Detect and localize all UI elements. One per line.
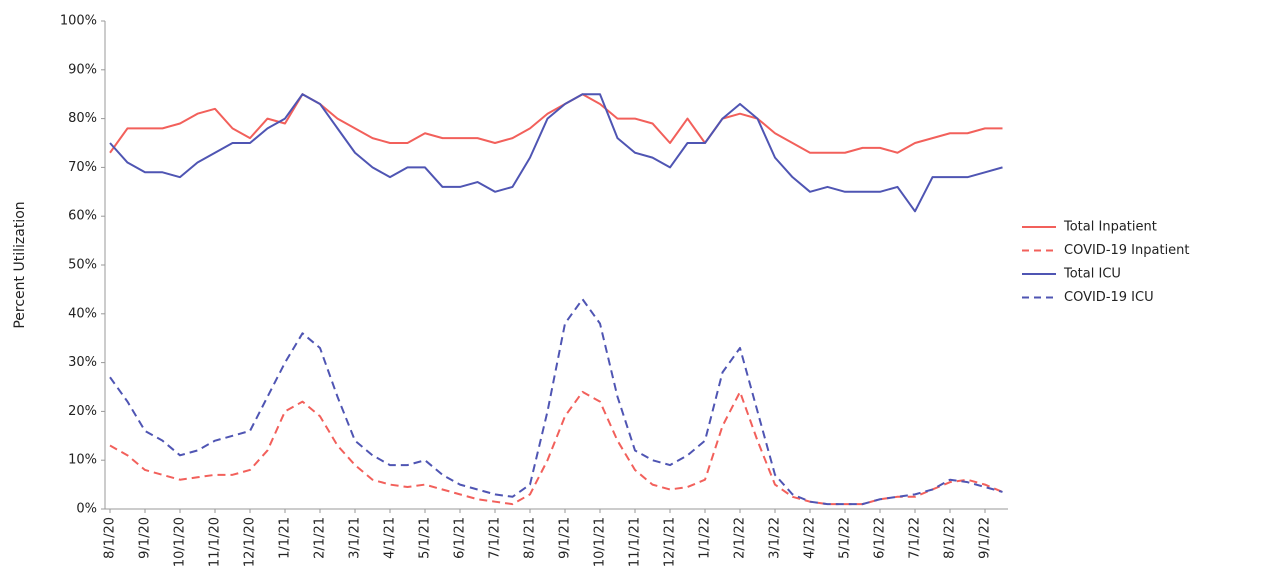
x-tick-label: 3/1/22: [768, 517, 783, 559]
y-tick-label: 60%: [68, 209, 97, 224]
x-tick-label: 7/1/22: [908, 517, 923, 559]
x-tick-label: 4/1/22: [803, 517, 818, 559]
x-tick-label: 7/1/21: [488, 517, 503, 559]
legend-label: COVID-19 Inpatient: [1064, 243, 1190, 258]
x-tick-label: 8/1/21: [523, 517, 538, 559]
legend-label: Total Inpatient: [1063, 220, 1157, 235]
x-tick-label: 4/1/21: [383, 517, 398, 559]
x-tick-label: 10/1/21: [593, 517, 608, 567]
x-tick-label: 6/1/21: [453, 517, 468, 559]
x-tick-label: 1/1/21: [278, 517, 293, 559]
x-tick-label: 6/1/22: [873, 517, 888, 559]
series-line: [109, 298, 1003, 506]
y-tick-label: 50%: [68, 258, 97, 273]
x-tick-label: 2/1/21: [313, 517, 328, 559]
y-tick-label: 10%: [68, 453, 97, 468]
x-tick-label: 1/1/22: [698, 517, 713, 559]
y-axis-label: Percent Utilization: [12, 201, 28, 328]
y-tick-label: 30%: [68, 355, 97, 370]
series-line: [109, 93, 1003, 154]
series-line: [109, 93, 1003, 213]
y-tick-label: 20%: [68, 404, 97, 419]
x-tick-label: 11/1/20: [208, 517, 223, 567]
y-tick-label: 90%: [68, 62, 97, 77]
y-tick-label: 70%: [68, 160, 97, 175]
x-tick-label: 12/1/20: [243, 517, 258, 567]
x-tick-label: 9/1/22: [978, 517, 993, 559]
x-tick-label: 9/1/21: [558, 517, 573, 559]
x-tick-label: 3/1/21: [348, 517, 363, 559]
x-tick-label: 10/1/20: [173, 517, 188, 567]
x-tick-label: 9/1/20: [138, 517, 153, 559]
x-tick-label: 11/1/21: [628, 517, 643, 567]
y-tick-label: 80%: [68, 111, 97, 126]
x-tick-label: 2/1/22: [733, 517, 748, 559]
x-tick-label: 8/1/22: [943, 517, 958, 559]
x-tick-label: 8/1/20: [103, 517, 118, 559]
legend-label: Total ICU: [1063, 267, 1121, 282]
series-line: [109, 390, 1003, 506]
legend-label: COVID-19 ICU: [1064, 290, 1154, 305]
y-tick-label: 40%: [68, 306, 97, 321]
y-tick-label: 0%: [76, 502, 97, 517]
x-tick-label: 5/1/22: [838, 517, 853, 559]
x-tick-label: 12/1/21: [663, 517, 678, 567]
y-tick-label: 100%: [60, 14, 97, 29]
x-tick-label: 5/1/21: [418, 517, 433, 559]
